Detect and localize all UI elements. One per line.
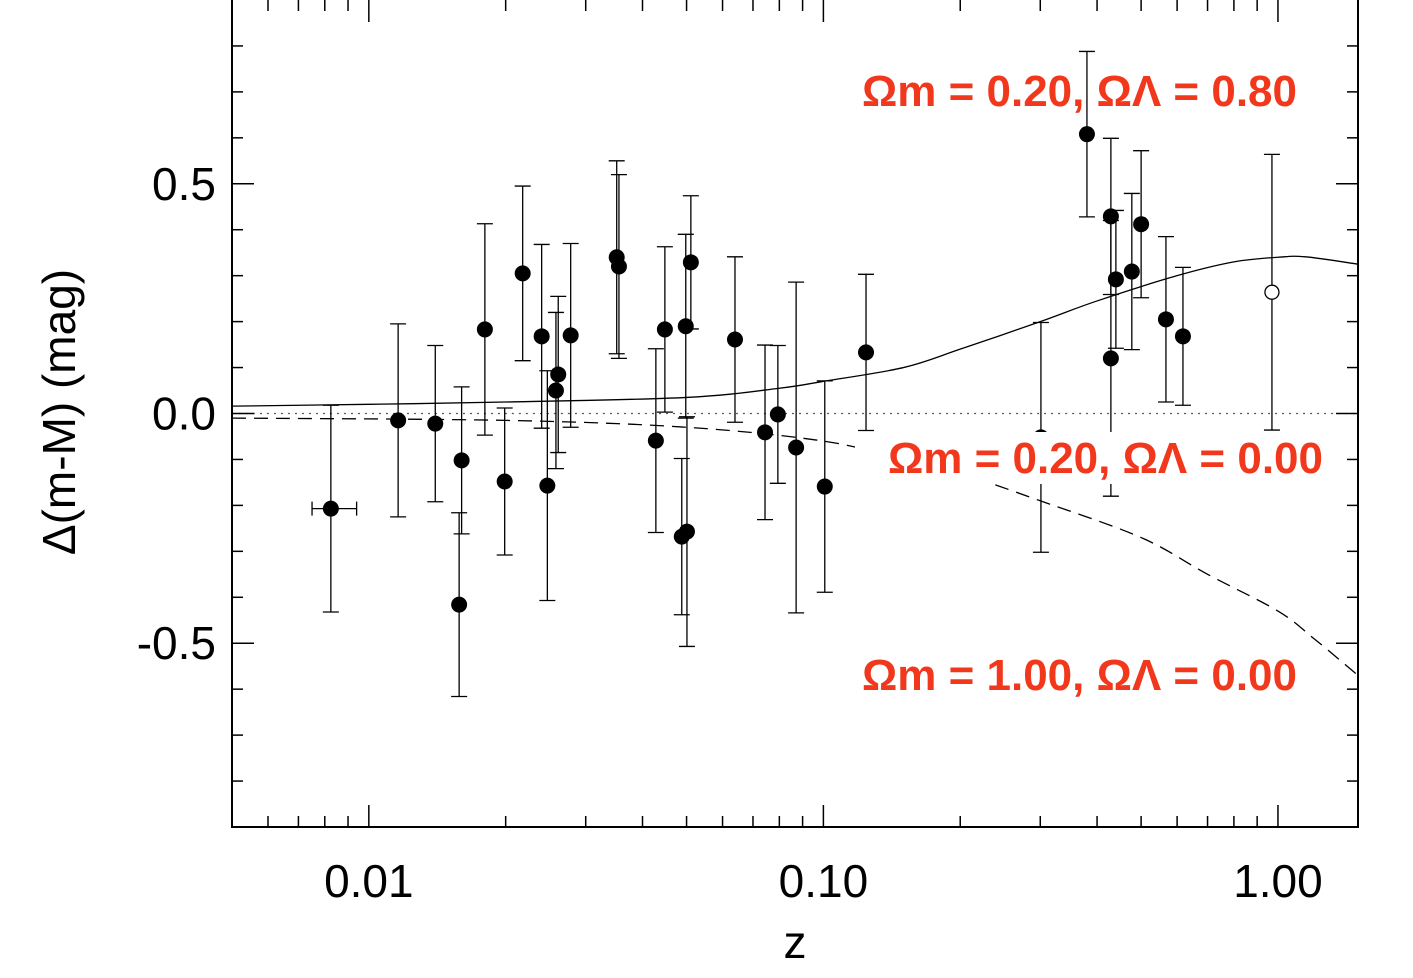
data-point bbox=[769, 344, 786, 484]
data-point bbox=[647, 348, 664, 534]
filled-marker bbox=[550, 366, 567, 383]
filled-marker bbox=[788, 439, 805, 456]
open-marker bbox=[1264, 284, 1280, 300]
filled-marker bbox=[496, 473, 513, 490]
data-point bbox=[562, 242, 579, 428]
curve-solid bbox=[231, 255, 1359, 407]
annotation-open-model: Ωm = 0.20, ΩΛ = 0.00 bbox=[888, 434, 1323, 483]
filled-marker bbox=[1174, 328, 1191, 345]
filled-marker bbox=[427, 415, 444, 432]
filled-marker bbox=[390, 412, 407, 429]
data-point bbox=[547, 311, 564, 470]
filled-marker bbox=[547, 382, 564, 399]
data-point bbox=[858, 273, 875, 432]
data-point bbox=[656, 246, 673, 413]
data-point bbox=[610, 173, 627, 360]
filled-marker bbox=[682, 254, 699, 271]
filled-marker bbox=[451, 596, 468, 613]
filled-marker bbox=[726, 331, 743, 348]
data-points bbox=[311, 50, 1280, 698]
data-point bbox=[678, 416, 695, 648]
x-tick-label: 0.01 bbox=[324, 855, 414, 907]
data-point bbox=[788, 281, 805, 614]
curve-dashed bbox=[231, 417, 1359, 676]
data-point bbox=[451, 512, 468, 698]
filled-marker bbox=[514, 265, 531, 282]
data-point bbox=[1174, 266, 1191, 406]
filled-marker bbox=[610, 258, 627, 275]
data-point bbox=[1078, 50, 1095, 218]
filled-marker bbox=[1078, 126, 1095, 143]
data-point bbox=[1107, 209, 1124, 349]
y-axis-label: Δ(m-M) (mag) bbox=[33, 269, 85, 555]
filled-marker bbox=[1133, 216, 1150, 233]
model-curves bbox=[231, 255, 1359, 676]
data-point bbox=[726, 256, 743, 423]
filled-marker bbox=[476, 321, 493, 338]
data-point bbox=[1133, 150, 1150, 299]
data-point bbox=[1157, 235, 1174, 403]
data-point bbox=[608, 160, 625, 355]
data-point bbox=[496, 407, 513, 556]
data-point bbox=[1123, 192, 1140, 351]
annotation-flat-matter-model: Ωm = 1.00, ΩΛ = 0.00 bbox=[862, 651, 1297, 700]
filled-marker bbox=[769, 406, 786, 423]
data-point bbox=[390, 323, 407, 518]
filled-marker bbox=[677, 318, 694, 335]
filled-marker bbox=[678, 523, 695, 540]
filled-marker bbox=[1157, 311, 1174, 328]
y-tick-label: 0.0 bbox=[152, 388, 216, 440]
y-tick-label: -0.5 bbox=[137, 617, 216, 669]
filled-marker bbox=[1123, 263, 1140, 280]
data-point bbox=[533, 243, 550, 429]
filled-marker bbox=[816, 478, 833, 495]
filled-marker bbox=[1107, 271, 1124, 288]
filled-marker bbox=[562, 327, 579, 344]
data-point bbox=[539, 370, 556, 602]
data-point bbox=[816, 380, 833, 593]
data-point bbox=[427, 344, 444, 503]
filled-marker bbox=[858, 344, 875, 361]
y-tick-label: 0.5 bbox=[152, 158, 216, 210]
data-point bbox=[757, 344, 774, 521]
plot-frame bbox=[231, 0, 1359, 828]
annotation-background bbox=[855, 432, 1330, 484]
filled-marker bbox=[656, 321, 673, 338]
filled-marker bbox=[533, 328, 550, 345]
x-tick-label: 0.10 bbox=[779, 855, 869, 907]
filled-marker bbox=[1102, 350, 1119, 367]
x-tick-label: 1.00 bbox=[1233, 855, 1323, 907]
data-point bbox=[514, 185, 531, 362]
data-point bbox=[453, 386, 470, 535]
annotation-lambda-model: Ωm = 0.20, ΩΛ = 0.80 bbox=[862, 67, 1297, 116]
data-point bbox=[1263, 153, 1280, 431]
filled-marker bbox=[539, 477, 556, 494]
data-point bbox=[682, 195, 699, 330]
tick-labels: 0.01 0.10 1.00 0.5 0.0 -0.5 bbox=[137, 158, 1323, 907]
data-point bbox=[476, 223, 493, 436]
data-point bbox=[311, 404, 358, 613]
filled-marker bbox=[647, 432, 664, 449]
filled-marker bbox=[322, 500, 339, 517]
data-point bbox=[550, 295, 567, 454]
x-axis-label: z bbox=[784, 916, 807, 968]
filled-marker bbox=[757, 424, 774, 441]
filled-marker bbox=[453, 452, 470, 469]
